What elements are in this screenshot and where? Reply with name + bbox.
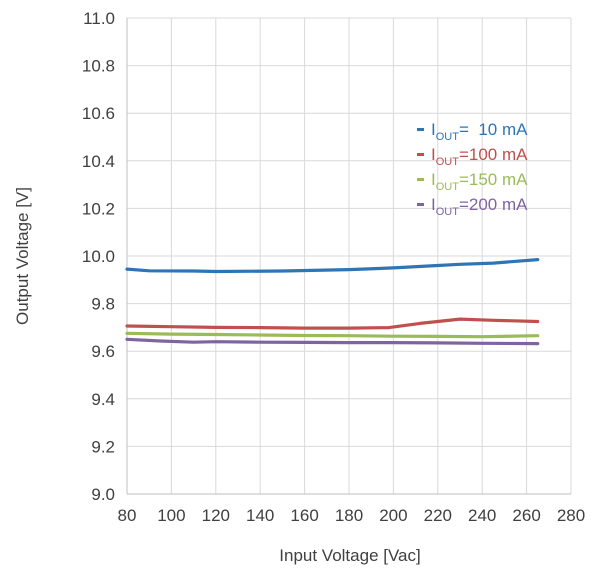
- y-tick-label: 10.8: [82, 57, 115, 76]
- legend-entry: IOUT=150 mA: [417, 170, 528, 193]
- chart-grid: [126, 17, 572, 495]
- y-tick-label: 10.4: [82, 152, 115, 171]
- y-tick-label: 9.4: [91, 390, 115, 409]
- y-tick-label: 10.2: [82, 199, 115, 218]
- x-tick-label: 100: [157, 506, 185, 525]
- x-tick-label: 200: [379, 506, 407, 525]
- series-line-1: [125, 258, 540, 274]
- y-tick-label: 11.0: [83, 9, 115, 28]
- series-lines: [125, 258, 540, 346]
- y-tick-label: 9.8: [91, 295, 115, 314]
- legend-swatch: [417, 153, 424, 156]
- x-tick-label: 260: [512, 506, 540, 525]
- x-tick-label: 80: [118, 506, 137, 525]
- series-line-2: [125, 317, 540, 330]
- series-line-3: [125, 331, 540, 339]
- x-tick-label: 180: [335, 506, 363, 525]
- legend-entry: IOUT=100 mA: [417, 145, 528, 168]
- x-tick-label: 220: [424, 506, 452, 525]
- x-tick-label: 280: [557, 506, 585, 525]
- legend-swatch: [417, 178, 424, 181]
- y-tick-label: 9.6: [91, 342, 115, 361]
- legend-swatch: [417, 203, 424, 206]
- legend-label: IOUT=100 mA: [431, 145, 528, 168]
- x-tick-label: 160: [290, 506, 318, 525]
- x-tick-label: 140: [246, 506, 274, 525]
- legend-label: IOUT= 10 mA: [431, 120, 528, 143]
- y-axis-ticks: 9.0 9.2 9.4 9.6 9.8 10.0 10.2 10.4 10.6 10.8 11.0: [82, 9, 115, 504]
- y-axis-title: Output Voltage [V]: [13, 187, 32, 325]
- series-line-4: [125, 337, 540, 346]
- y-tick-label: 9.2: [91, 437, 115, 456]
- y-tick-label: 10.6: [82, 104, 115, 123]
- legend-entry: IOUT=200 mA: [417, 195, 528, 218]
- legend-swatch: [417, 128, 424, 131]
- x-axis-ticks: 80 100 120 140 160 180 200 220 240 260 280: [118, 506, 586, 525]
- x-tick-label: 240: [468, 506, 496, 525]
- legend-label: IOUT=200 mA: [431, 195, 528, 218]
- legend-label: IOUT=150 mA: [431, 170, 528, 193]
- y-tick-label: 10.0: [82, 247, 115, 266]
- x-axis-title: Input Voltage [Vac]: [279, 546, 420, 565]
- legend-entry: IOUT= 10 mA: [417, 120, 528, 143]
- y-tick-label: 9.0: [91, 485, 115, 504]
- chart-axes: [126, 18, 571, 495]
- x-tick-label: 120: [202, 506, 230, 525]
